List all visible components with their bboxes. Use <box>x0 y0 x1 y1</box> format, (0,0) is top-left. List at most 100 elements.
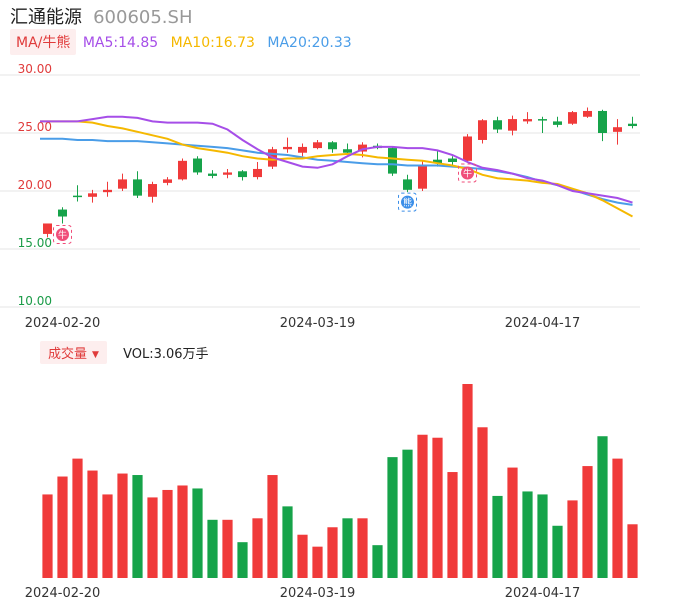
candle-body <box>43 223 52 234</box>
marker-frame <box>458 163 477 183</box>
marker-frame <box>53 224 72 244</box>
candle-body <box>118 179 127 189</box>
candle <box>298 143 307 157</box>
candle <box>598 109 607 142</box>
candle <box>493 116 502 133</box>
volume-tab-button[interactable]: 成交量 ▼ <box>40 341 107 364</box>
candle-body <box>448 158 457 162</box>
candle-body <box>283 146 292 150</box>
candle-body <box>163 179 172 183</box>
volume-bar <box>477 427 488 578</box>
volume-bar <box>462 384 473 578</box>
volume-bar <box>147 497 158 578</box>
marker-glyph: 牛 <box>463 168 472 180</box>
volume-bar <box>177 485 188 578</box>
candle-body <box>343 149 352 153</box>
candle-body <box>103 189 112 193</box>
volume-x-tick-label: 2024-03-19 <box>280 586 356 601</box>
volume-bar <box>102 494 113 578</box>
candle-body <box>208 173 217 176</box>
volume-bar <box>552 525 563 578</box>
vol-value: VOL:3.06万手 <box>123 347 209 362</box>
candle <box>613 119 622 145</box>
volume-bar <box>447 472 458 578</box>
candle-body <box>598 110 607 133</box>
candle <box>208 170 217 179</box>
candle-body <box>253 168 262 178</box>
candle-body <box>403 179 412 190</box>
candle <box>178 158 187 181</box>
volume-bar <box>72 458 83 578</box>
y-tick-label: 20.00 <box>18 178 52 192</box>
volume-bar <box>522 491 533 578</box>
candle <box>253 162 262 180</box>
candle <box>43 223 52 238</box>
candle <box>328 141 337 153</box>
candle <box>538 116 547 133</box>
candle <box>223 168 232 179</box>
candle <box>283 137 292 153</box>
candle-body <box>463 136 472 161</box>
volume-bar <box>282 506 293 578</box>
x-tick-label: 2024-04-17 <box>505 316 581 331</box>
candle-body <box>493 120 502 130</box>
candle <box>148 181 157 203</box>
volume-bar <box>432 437 443 578</box>
candle-body <box>328 142 337 150</box>
volume-bar <box>342 518 353 578</box>
volume-bar <box>492 495 503 578</box>
volume-bar <box>627 524 638 578</box>
candle <box>103 181 112 197</box>
volume-bar <box>402 449 413 578</box>
candle <box>88 189 97 203</box>
candle <box>133 171 142 198</box>
candle-body <box>568 112 577 124</box>
marker-glyph: 熊 <box>403 197 412 209</box>
stock-title: 汇通能源 600605.SH <box>10 3 193 29</box>
ma10-line <box>40 120 633 218</box>
candle <box>58 207 67 224</box>
ma5-label: MA5:14.85 <box>82 35 159 51</box>
volume-bar <box>597 436 608 578</box>
stock-name: 汇通能源 <box>10 7 82 28</box>
volume-bar <box>312 546 323 578</box>
ma-tab-button[interactable]: MA/牛熊 <box>10 29 77 55</box>
candle-body <box>238 171 247 178</box>
marker-badge <box>401 195 414 209</box>
candle <box>463 134 472 162</box>
candle <box>568 110 577 125</box>
candle-body <box>508 119 517 131</box>
ma-legend: MA/牛熊 MA5:14.85 MA10:16.73 MA20:20.33 <box>10 29 358 55</box>
bear-marker-icon: 熊 <box>398 192 417 212</box>
volume-bar <box>87 470 98 578</box>
candle-body <box>523 119 532 122</box>
volume-bar <box>567 500 578 578</box>
bull-marker-icon: 牛 <box>458 163 477 183</box>
ma20-label: MA20:20.33 <box>267 35 352 51</box>
y-tick-label: 10.00 <box>18 294 52 308</box>
x-tick-label: 2024-03-19 <box>280 316 356 331</box>
volume-legend: 成交量 ▼ VOL:3.06万手 <box>40 341 209 364</box>
ma10-label: MA10:16.73 <box>170 35 255 51</box>
candle-body <box>313 142 322 149</box>
volume-bar <box>252 518 263 578</box>
candle <box>478 119 487 144</box>
y-tick-label: 30.00 <box>18 62 52 76</box>
candle-body <box>478 120 487 140</box>
marker-badge <box>56 227 69 241</box>
candle-body <box>88 193 97 197</box>
bull-marker-icon: 牛 <box>53 224 72 244</box>
candle-body <box>298 146 307 153</box>
volume-bar <box>357 518 368 578</box>
marker-frame <box>398 192 417 212</box>
candle-body <box>613 127 622 132</box>
volume-tab-label: 成交量 <box>48 347 88 362</box>
candle <box>448 156 457 166</box>
candle-body <box>58 209 67 217</box>
candle-body <box>418 165 427 189</box>
x-tick-label: 2024-02-20 <box>25 316 101 331</box>
volume-bar <box>297 534 308 578</box>
volume-bar <box>207 519 218 578</box>
candle-body <box>148 184 157 197</box>
